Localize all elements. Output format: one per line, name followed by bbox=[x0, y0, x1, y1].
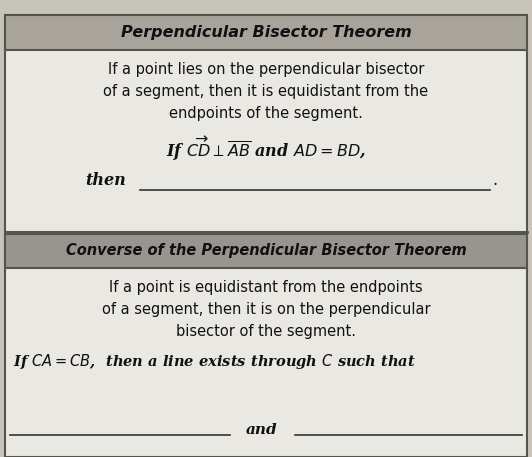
FancyBboxPatch shape bbox=[5, 15, 527, 232]
Text: If a point is equidistant from the endpoints: If a point is equidistant from the endpo… bbox=[109, 280, 423, 295]
Text: endpoints of the segment.: endpoints of the segment. bbox=[169, 106, 363, 121]
Text: Perpendicular Bisector Theorem: Perpendicular Bisector Theorem bbox=[121, 25, 411, 40]
Text: and: and bbox=[246, 423, 278, 437]
Text: then: then bbox=[85, 172, 126, 189]
Text: of a segment, then it is on the perpendicular: of a segment, then it is on the perpendi… bbox=[102, 302, 430, 317]
Text: Converse of the Perpendicular Bisector Theorem: Converse of the Perpendicular Bisector T… bbox=[65, 244, 467, 259]
Text: If $CA = CB$,  then a line exists through $C$ such that: If $CA = CB$, then a line exists through… bbox=[13, 352, 416, 371]
FancyBboxPatch shape bbox=[5, 15, 527, 50]
Text: of a segment, then it is equidistant from the: of a segment, then it is equidistant fro… bbox=[103, 84, 429, 99]
FancyBboxPatch shape bbox=[5, 234, 527, 457]
FancyBboxPatch shape bbox=[5, 234, 527, 268]
Text: .: . bbox=[492, 172, 497, 189]
Text: If $\overrightarrow{CD} \perp \overline{AB}$ and $AD = BD$,: If $\overrightarrow{CD} \perp \overline{… bbox=[166, 134, 366, 163]
Text: bisector of the segment.: bisector of the segment. bbox=[176, 324, 356, 339]
Text: If a point lies on the perpendicular bisector: If a point lies on the perpendicular bis… bbox=[108, 62, 424, 77]
